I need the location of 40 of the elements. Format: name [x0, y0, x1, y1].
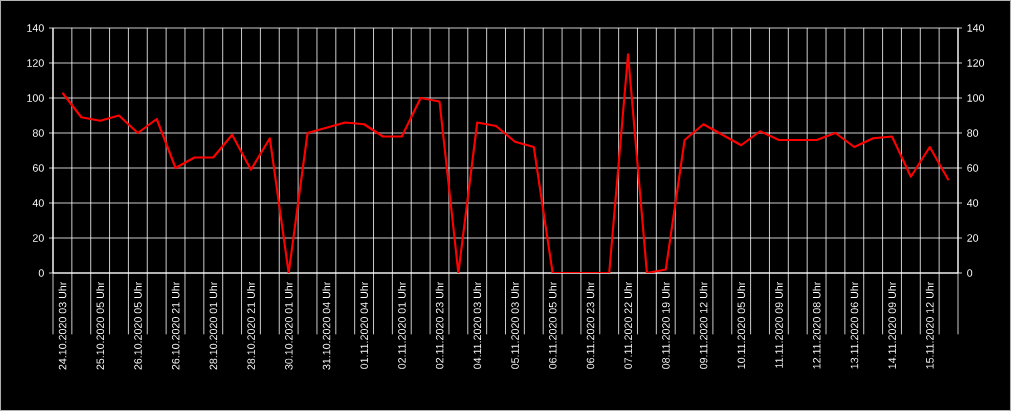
- x-tick-label: 25.10.2020 05 Uhr: [96, 281, 105, 370]
- x-tick-label: 12.11.2020 08 Uhr: [812, 281, 821, 369]
- x-tick-label: 10.11.2020 05 Uhr: [737, 281, 746, 369]
- y2-tick-label: 140: [967, 24, 985, 32]
- x-tick-label: 02.11.2020 01 Uhr: [397, 281, 406, 369]
- x-tick-label: 13.11.2020 06 Uhr: [850, 281, 859, 369]
- x-tick-label: 09.11.2020 12 Uhr: [699, 281, 708, 369]
- y2-tick-label: 120: [967, 59, 985, 67]
- y2-tick-label: 0: [967, 269, 973, 277]
- y-tick-label: 40: [32, 199, 44, 207]
- y-tick-label: 120: [27, 59, 44, 67]
- x-tick-label: 05.11.2020 03 Uhr: [511, 281, 519, 369]
- x-tick-label: 14.11.2020 09 Uhr: [888, 281, 896, 369]
- y-tick-label: 20: [32, 234, 44, 242]
- y2-tick-label: 20: [967, 234, 979, 242]
- y2-tick-label: 60: [967, 164, 979, 172]
- x-tick-label: 06.11.2020 05 Uhr: [548, 281, 557, 369]
- x-tick-label: 01.11.2020 04 Uhr: [360, 281, 369, 369]
- y-tick-label: 60: [32, 164, 44, 172]
- x-tick-label: 04.11.2020 03 Uhr: [473, 281, 482, 369]
- y-tick-label: 80: [32, 129, 44, 137]
- x-tick-label: 07.11.2020 22 Uhr: [624, 281, 632, 369]
- x-tick-label: 08.11.2020 19 Uhr: [661, 281, 670, 369]
- x-tick-label: 06.11.2020 23 Uhr: [586, 281, 595, 369]
- x-tick-label: 30.10.2020 01 Uhr: [284, 281, 293, 370]
- y2-tick-label: 40: [966, 199, 979, 207]
- x-tick-label: 26.10.2020 05 Uhr: [133, 281, 142, 370]
- x-tick-label: 28.10.2020 21 Uhr: [247, 281, 255, 370]
- x-tick-label: 31.10.2020 04 Uhr: [322, 281, 331, 370]
- x-tick-label: 26.10.2020 21 Uhr: [171, 281, 180, 370]
- y2-tick-label: 80: [967, 129, 979, 137]
- x-tick-label: 02.11.2020 23 Uhr: [435, 281, 444, 369]
- y-tick-label: 0: [38, 269, 44, 277]
- y2-tick-label: 100: [967, 94, 985, 102]
- x-tick-label: 15.11.2020 12 Uhr: [925, 281, 934, 369]
- x-tick-label: 24.10.2020 03 Uhr: [58, 281, 67, 370]
- x-tick-label: 11.11.2020 09 Uhr: [774, 281, 783, 368]
- y-tick-label: 100: [27, 94, 44, 102]
- y-tick-label: 140: [27, 24, 44, 32]
- x-tick-label: 28.10.2020 01 Uhr: [209, 281, 218, 370]
